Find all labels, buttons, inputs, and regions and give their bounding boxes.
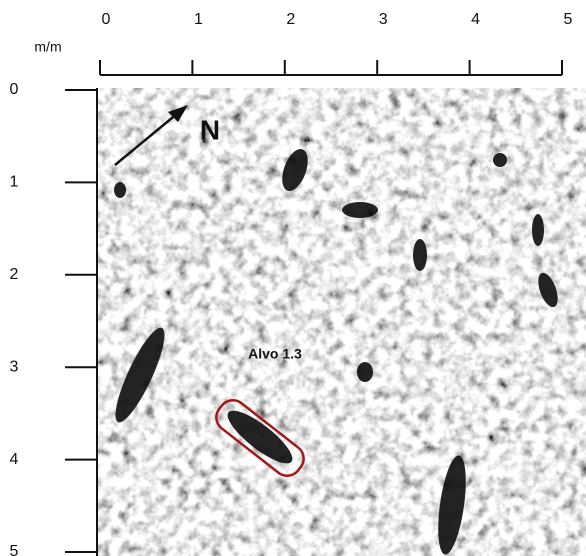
y-tick-label: 2 — [10, 266, 19, 283]
x-tick-label: 3 — [379, 11, 388, 28]
y-tick-label: 5 — [10, 543, 19, 556]
y-tick-label: 3 — [10, 358, 19, 375]
target-label: Alvo 1.3 — [248, 346, 302, 362]
target-outline — [215, 399, 305, 477]
x-tick-label: 2 — [286, 11, 295, 28]
x-tick-label: 1 — [194, 11, 203, 28]
y-tick-label: 1 — [10, 174, 19, 191]
x-tick-label: 4 — [471, 11, 480, 28]
north-arrow — [114, 112, 179, 166]
unit-label: m/m — [34, 39, 61, 55]
x-tick-label: 5 — [564, 11, 573, 28]
y-tick-label: 4 — [10, 451, 19, 468]
north-arrow-head — [168, 105, 188, 122]
north-label: N — [200, 114, 220, 145]
y-tick-label: 0 — [10, 81, 19, 98]
x-tick-label: 0 — [102, 11, 111, 28]
survey-image — [97, 88, 586, 556]
